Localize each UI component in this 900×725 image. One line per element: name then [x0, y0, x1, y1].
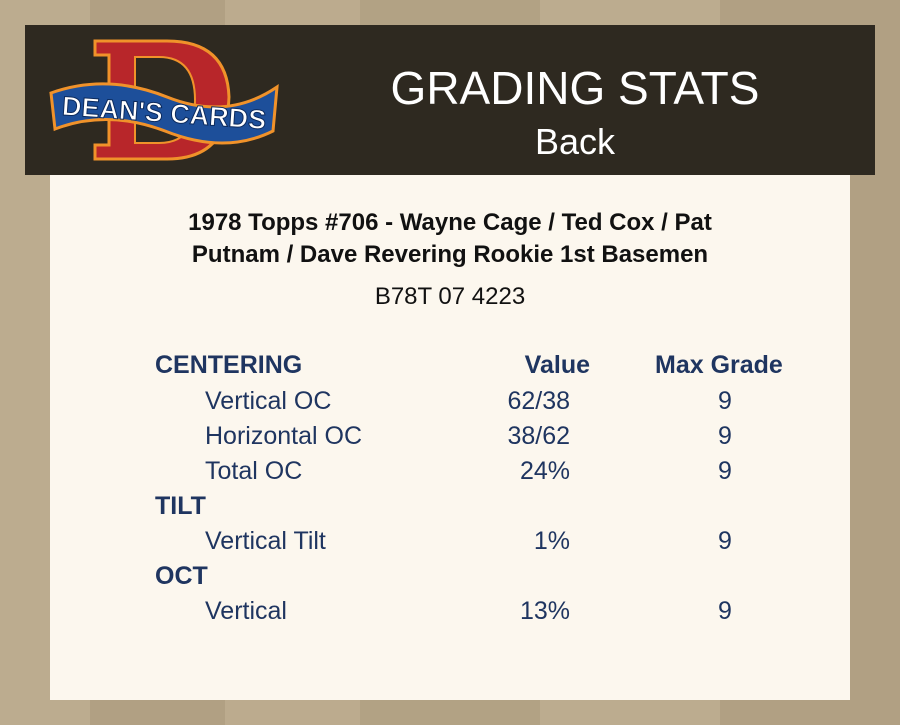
- section-header-centering: CENTERING Value Max Grade: [50, 351, 850, 385]
- row-label: Horizontal OC: [205, 422, 362, 450]
- card-title-line1: 1978 Topps #706 - Wayne Cage / Ted Cox /…: [188, 209, 712, 236]
- row-label: Vertical: [205, 597, 287, 625]
- deans-cards-logo: DEAN'S CARDS: [49, 39, 279, 161]
- row-label: Vertical Tilt: [205, 527, 326, 555]
- stats-panel: 1978 Topps #706 - Wayne Cage / Ted Cox /…: [50, 175, 850, 700]
- table-row: Vertical OC 62/38 9: [50, 387, 850, 421]
- column-header-value: Value: [524, 351, 590, 379]
- row-label: Vertical OC: [205, 387, 332, 415]
- cert-number: B78T 07 4223: [374, 283, 526, 310]
- section-label: OCT: [155, 562, 208, 590]
- header-bar: DEAN'S CARDS GRADING STATS Back: [25, 25, 875, 175]
- row-grade: 9: [718, 387, 732, 415]
- section-label: CENTERING: [155, 351, 303, 379]
- section-header-tilt: TILT: [50, 492, 850, 526]
- row-value: 13%: [519, 597, 570, 625]
- row-value: 38/62: [507, 422, 570, 450]
- page-subtitle: Back: [534, 121, 616, 162]
- card-title-line2: Putnam / Dave Revering Rookie 1st Baseme…: [191, 241, 709, 268]
- page-title: GRADING STATS: [390, 62, 760, 114]
- section-header-oct: OCT: [50, 562, 850, 596]
- table-row: Vertical Tilt 1% 9: [50, 527, 850, 561]
- card-title: 1978 Topps #706 - Wayne Cage / Ted Cox /…: [50, 207, 850, 271]
- row-grade: 9: [718, 527, 732, 555]
- row-grade: 9: [718, 422, 732, 450]
- column-header-max-grade: Max Grade: [655, 351, 783, 379]
- row-value: 24%: [519, 457, 570, 485]
- table-row: Total OC 24% 9: [50, 457, 850, 491]
- row-grade: 9: [718, 457, 732, 485]
- row-label: Total OC: [205, 457, 303, 485]
- section-label: TILT: [155, 492, 206, 520]
- row-value: 62/38: [507, 387, 570, 415]
- row-value: 1%: [533, 527, 570, 555]
- table-row: Vertical 13% 9: [50, 597, 850, 631]
- table-row: Horizontal OC 38/62 9: [50, 422, 850, 456]
- row-grade: 9: [718, 597, 732, 625]
